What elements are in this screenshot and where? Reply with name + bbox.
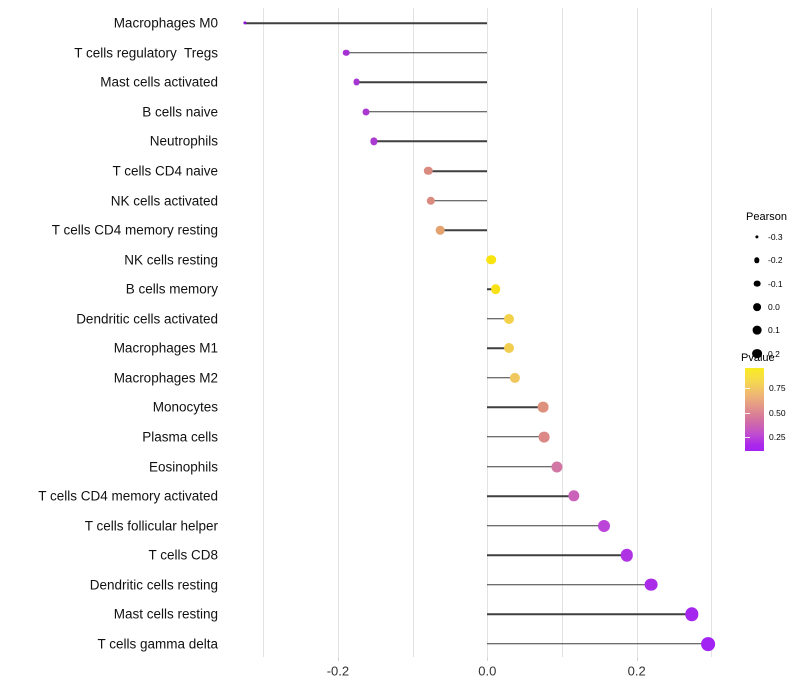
color-legend-label: 0.75 <box>769 383 786 393</box>
lollipop-dot <box>597 519 610 532</box>
category-label: B cells memory <box>125 281 218 297</box>
size-legend-dot <box>754 257 760 263</box>
lollipop-dot <box>504 313 514 324</box>
gridline <box>263 8 265 657</box>
lollipop-dot <box>370 137 378 145</box>
lollipop-dot <box>568 490 580 502</box>
x-axis-tickmark <box>487 657 489 661</box>
lollipop-dot <box>509 372 520 383</box>
size-legend-label: 0.2 <box>768 348 780 359</box>
lollipop-stem <box>487 436 545 438</box>
lollipop-stem <box>428 170 488 172</box>
lollipop-dot <box>644 578 658 592</box>
size-legend-dot <box>753 280 761 287</box>
lollipop-dot <box>504 343 514 354</box>
category-label: Neutrophils <box>149 133 218 149</box>
lollipop-dot <box>342 49 350 57</box>
category-label: T cells CD4 naive <box>112 163 218 179</box>
lollipop-stem <box>487 377 515 379</box>
x-axis-tickmark <box>636 657 638 661</box>
category-label: Macrophages M2 <box>113 370 218 386</box>
lollipop-dot <box>685 607 699 621</box>
gridline <box>562 8 563 657</box>
lollipop-stem <box>487 524 604 527</box>
lollipop-dot <box>551 460 563 473</box>
gridline <box>711 8 713 657</box>
x-axis-tickmark <box>337 657 339 661</box>
lollipop-dot <box>424 166 433 176</box>
color-legend-tickmark <box>745 412 750 414</box>
category-label: Macrophages M1 <box>113 340 218 356</box>
lollipop-stem <box>487 613 692 616</box>
lollipop-stem <box>487 554 627 556</box>
lollipop-dot <box>701 636 716 651</box>
category-label: T cells regulatory Tregs <box>74 45 218 61</box>
lollipop-dot <box>426 196 435 205</box>
category-label: T cells CD4 memory resting <box>51 222 218 238</box>
lollipop-dot <box>537 401 549 413</box>
category-label: B cells naive <box>142 104 218 120</box>
category-label: Mast cells activated <box>100 74 218 90</box>
lollipop-stem <box>244 22 488 24</box>
lollipop-dot <box>242 21 247 25</box>
lollipop-dot <box>490 284 501 295</box>
color-legend-tickmark <box>745 436 750 438</box>
lollipop-dot <box>486 254 496 265</box>
category-label: Mast cells resting <box>113 606 218 622</box>
category-label: NK cells resting <box>124 252 218 268</box>
lollipop-stem <box>487 495 574 497</box>
color-legend-tickmark <box>745 388 750 389</box>
size-legend-label: 0.0 <box>768 301 780 312</box>
size-legend-label: -0.1 <box>768 278 783 289</box>
size-legend-dot <box>752 348 762 359</box>
category-label: Dendritic cells resting <box>89 577 218 593</box>
category-label: T cells gamma delta <box>97 636 218 652</box>
category-label: Macrophages M0 <box>113 15 218 31</box>
size-legend-label: 0.1 <box>768 325 780 336</box>
pvalue-gradient-bar <box>745 368 764 451</box>
lollipop-stem <box>487 347 509 350</box>
color-legend-title: Pvalue <box>741 352 775 364</box>
lollipop-stem <box>356 81 488 84</box>
size-legend-label: -0.3 <box>768 232 783 242</box>
size-legend-dot <box>752 325 762 335</box>
lollipop-dot <box>435 225 445 235</box>
lollipop-stem <box>487 643 709 645</box>
gridline <box>412 8 414 657</box>
x-tick-label: -0.2 <box>326 663 350 679</box>
lollipop-stem <box>430 199 488 202</box>
size-legend-label: -0.2 <box>768 255 783 266</box>
lollipop-dot <box>620 548 634 562</box>
lollipop-dot <box>353 78 361 86</box>
color-legend-label: 0.50 <box>769 407 786 418</box>
size-legend-dot <box>753 302 761 311</box>
category-label: NK cells activated <box>110 193 218 208</box>
lollipop-stem <box>487 406 544 409</box>
lollipop-dot <box>538 431 550 443</box>
lollipop-stem <box>487 317 509 320</box>
category-label: Dendritic cells activated <box>76 311 218 327</box>
category-label: Plasma cells <box>142 429 218 445</box>
gridline <box>337 8 339 657</box>
x-tick-label: 0.2 <box>627 663 646 679</box>
size-legend-title: Pearson <box>746 211 787 223</box>
category-label: Eosinophils <box>148 459 218 474</box>
gridline <box>487 8 489 657</box>
lollipop-stem <box>487 583 651 586</box>
gridline <box>636 8 638 657</box>
lollipop-dot <box>362 108 369 116</box>
category-label: T cells follicular helper <box>84 518 218 534</box>
x-tick-label: 0.0 <box>478 663 497 679</box>
category-label: T cells CD4 memory activated <box>38 488 218 504</box>
lollipop-stem <box>346 52 488 54</box>
color-legend-label: 0.25 <box>769 431 786 442</box>
category-label: Monocytes <box>152 399 218 415</box>
lollipop-stem <box>487 465 557 468</box>
category-label: T cells CD8 <box>148 547 218 563</box>
size-legend-dot <box>755 235 759 239</box>
lollipop-stem <box>365 111 488 113</box>
lollipop-stem <box>373 140 488 143</box>
lollipop-stem <box>440 229 488 231</box>
